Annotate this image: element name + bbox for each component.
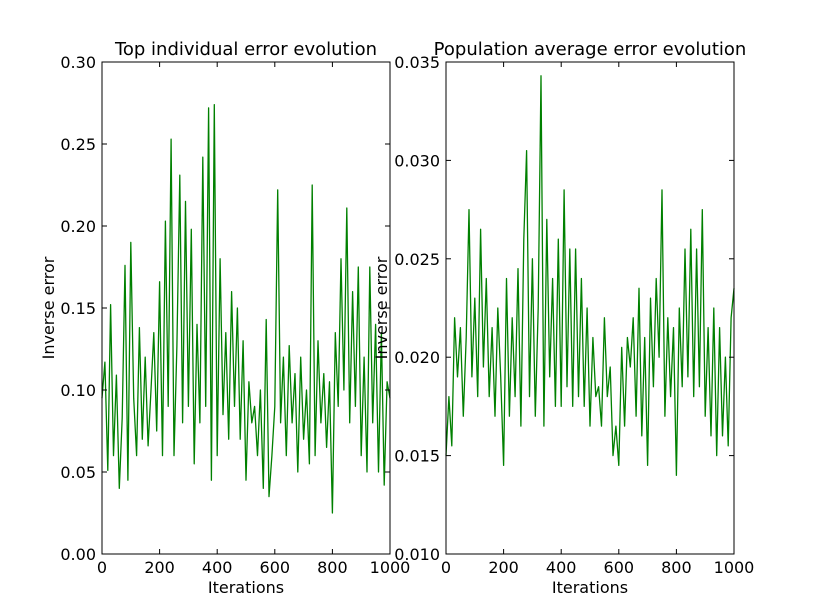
x-axis-label: Iterations xyxy=(552,578,628,597)
chart-top-individual: Top individual error evolution 0 200 400 60… xyxy=(39,39,410,597)
x-tick-label: 400 xyxy=(202,558,233,577)
x-tick-label: 400 xyxy=(546,558,577,577)
x-tick-label: 600 xyxy=(260,558,291,577)
chart-title: Population average error evolution xyxy=(434,39,747,60)
y-tick-label: 0.035 xyxy=(394,53,440,72)
x-tick-label: 800 xyxy=(317,558,348,577)
y-tick-label: 0.015 xyxy=(394,447,440,466)
y-tick-label: 0.05 xyxy=(60,463,96,482)
y-tick-label: 0.25 xyxy=(60,135,96,154)
y-tick-label: 0.010 xyxy=(394,545,440,564)
y-tick-label: 0.025 xyxy=(394,250,440,269)
x-tick-label: 1000 xyxy=(714,558,755,577)
x-tick-label: 0 xyxy=(441,558,451,577)
y-tick-label: 0.030 xyxy=(394,151,440,170)
x-tick-label: 200 xyxy=(488,558,519,577)
chart-title: Top individual error evolution xyxy=(114,39,377,60)
y-tick-label: 0.30 xyxy=(60,53,96,72)
y-tick-label: 0.10 xyxy=(60,381,96,400)
chart-population-average: Population average error evolution 0 200 4… xyxy=(372,39,754,597)
y-tick-label: 0.020 xyxy=(394,348,440,367)
plot-frame xyxy=(445,61,735,555)
y-tick-label: 0.00 xyxy=(60,545,96,564)
series-line-0 xyxy=(101,103,391,514)
x-tick-label: 1000 xyxy=(370,558,411,577)
y-tick-label: 0.20 xyxy=(60,217,96,236)
x-tick-label: 600 xyxy=(604,558,635,577)
plot-area: 0 200 400 600 800 1000 0.010 0.015 0.020 0.025 0.0… xyxy=(394,53,754,577)
y-axis-label: Inverse error xyxy=(372,256,391,359)
series-line-0 xyxy=(445,75,735,476)
x-tick-label: 0 xyxy=(97,558,107,577)
x-axis-label: Iterations xyxy=(208,578,284,597)
y-axis-label: Inverse error xyxy=(39,256,58,359)
x-tick-label: 200 xyxy=(144,558,175,577)
y-tick-label: 0.15 xyxy=(60,299,96,318)
x-tick-label: 800 xyxy=(661,558,692,577)
plot-area: 0 200 400 600 800 1000 0.00 0.05 0.10 0.15 0.20 0.2… xyxy=(60,53,410,577)
